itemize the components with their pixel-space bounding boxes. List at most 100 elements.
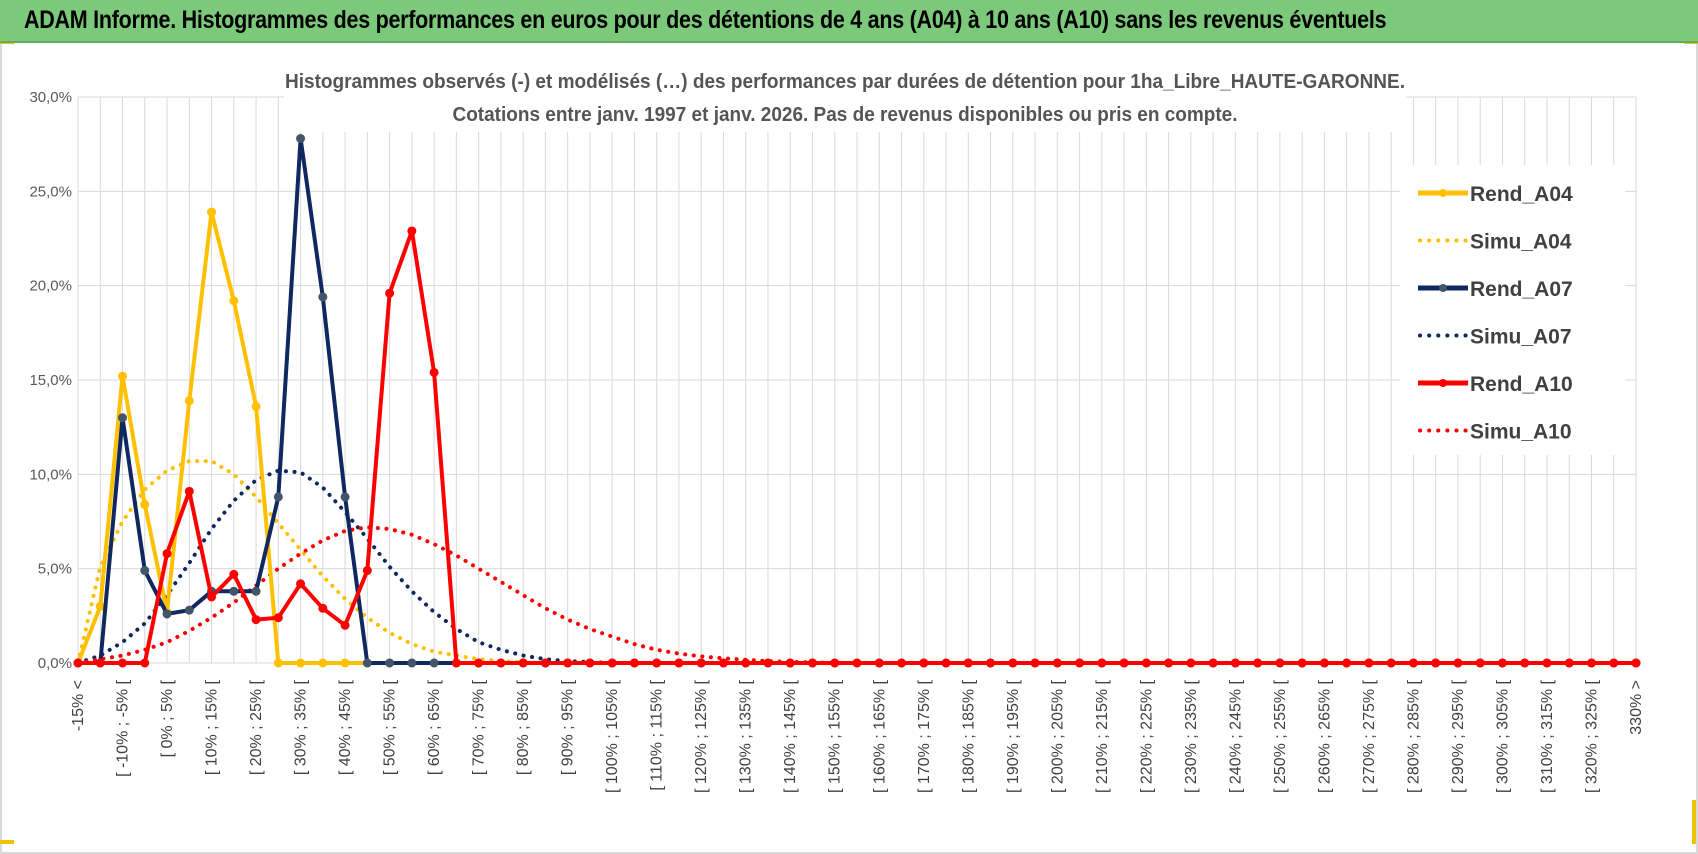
y-axis: 0,0% 5,0% 10,0% 15,0% 20,0% 25,0% 30,0% <box>29 89 72 672</box>
legend-marker <box>1439 379 1447 387</box>
data-point-rend_a10 <box>852 658 862 668</box>
data-point-rend_a07 <box>162 609 172 619</box>
data-point-rend_a10 <box>1164 658 1174 668</box>
data-point-rend_a10 <box>1609 658 1619 668</box>
data-point-rend_a04 <box>140 500 150 510</box>
data-point-rend_a10 <box>652 658 662 668</box>
data-point-rend_a07 <box>318 292 328 302</box>
x-tick-label: [ 20% ; 25% [ <box>248 679 265 775</box>
data-point-rend_a04 <box>95 601 105 611</box>
data-point-rend_a10 <box>1364 658 1374 668</box>
data-point-rend_a07 <box>407 658 417 668</box>
y-tick-label: 0,0% <box>38 655 72 672</box>
data-point-rend_a07 <box>251 586 261 596</box>
x-tick-label: [ 170% ; 175% [ <box>916 679 933 793</box>
x-tick-label: [ 270% ; 275% [ <box>1361 679 1378 793</box>
series-layer <box>73 134 1641 668</box>
legend-label: Simu_A10 <box>1470 421 1572 444</box>
data-point-rend_a10 <box>897 658 907 668</box>
legend-label: Rend_A07 <box>1470 278 1573 301</box>
x-tick-label: [ 30% ; 35% [ <box>293 679 310 775</box>
x-tick-label: [ 130% ; 135% [ <box>738 679 755 793</box>
x-tick-label: [ 320% ; 325% [ <box>1583 679 1600 793</box>
x-tick-label: [ 240% ; 245% [ <box>1227 679 1244 793</box>
data-point-rend_a10 <box>696 658 706 668</box>
data-point-rend_a10 <box>296 579 306 589</box>
data-point-rend_a10 <box>95 658 105 668</box>
legend-item-simu_a04: Simu_A04 <box>1418 231 1572 254</box>
data-point-rend_a10 <box>1075 658 1085 668</box>
x-tick-label: [ 50% ; 55% [ <box>382 679 399 775</box>
data-point-rend_a04 <box>296 658 306 668</box>
legend-item-simu_a07: Simu_A07 <box>1418 326 1572 349</box>
data-point-rend_a10 <box>585 658 595 668</box>
x-tick-label: [ 10% ; 15% [ <box>204 679 221 775</box>
data-point-rend_a10 <box>184 486 194 496</box>
y-tick-label: 15,0% <box>29 372 72 389</box>
x-tick-label: [ 200% ; 205% [ <box>1049 679 1066 793</box>
x-tick-label: [ 90% ; 95% [ <box>560 679 577 775</box>
legend-label: Simu_A04 <box>1470 231 1572 254</box>
data-point-rend_a10 <box>1386 658 1396 668</box>
legend-item-rend_a10: Rend_A10 <box>1418 373 1573 396</box>
x-tick-label: [ 100% ; 105% [ <box>604 679 621 793</box>
legend-label: Simu_A07 <box>1470 326 1572 349</box>
x-tick-label: [ 150% ; 155% [ <box>827 679 844 793</box>
data-point-rend_a10 <box>1297 658 1307 668</box>
data-point-rend_a10 <box>1230 658 1240 668</box>
data-point-rend_a10 <box>1586 658 1596 668</box>
y-tick-label: 10,0% <box>29 466 72 483</box>
y-tick-label: 25,0% <box>29 183 72 200</box>
x-tick-label: [ 140% ; 145% [ <box>782 679 799 793</box>
data-point-rend_a10 <box>1052 658 1062 668</box>
x-tick-label: [ 310% ; 315% [ <box>1539 679 1556 793</box>
x-tick-label: [ 230% ; 235% [ <box>1183 679 1200 793</box>
data-point-rend_a10 <box>1275 658 1285 668</box>
data-point-rend_a10 <box>1431 658 1441 668</box>
data-point-rend_a10 <box>118 658 128 668</box>
data-point-rend_a04 <box>229 296 239 306</box>
data-point-rend_a10 <box>785 658 795 668</box>
corner-mark-bottom-left <box>0 840 14 844</box>
data-point-rend_a07 <box>273 492 283 502</box>
y-tick-label: 20,0% <box>29 278 72 295</box>
data-point-rend_a10 <box>563 658 573 668</box>
data-point-rend_a07 <box>385 658 395 668</box>
x-axis: -15% < [ -10% ; -5% [[ 0% ; 5% [[ 10% ; 1… <box>70 679 1645 793</box>
data-point-rend_a10 <box>451 658 461 668</box>
data-point-rend_a10 <box>919 658 929 668</box>
data-point-rend_a07 <box>296 134 306 144</box>
data-point-rend_a07 <box>429 658 439 668</box>
legend-label: Rend_A04 <box>1470 183 1573 206</box>
chart-title-block: Histogrammes observés (-) et modélisés (… <box>284 64 1406 132</box>
data-point-rend_a10 <box>629 658 639 668</box>
data-point-rend_a10 <box>674 658 684 668</box>
x-tick-label: [ 250% ; 255% [ <box>1272 679 1289 793</box>
data-point-rend_a04 <box>207 207 217 217</box>
x-tick-label: [ 280% ; 285% [ <box>1405 679 1422 793</box>
x-tick-label: [ 80% ; 85% [ <box>515 679 532 775</box>
data-point-rend_a07 <box>140 566 150 576</box>
x-tick-label: [ 180% ; 185% [ <box>960 679 977 793</box>
legend-label: Rend_A10 <box>1470 373 1573 396</box>
series-rend_a10 <box>73 226 1641 668</box>
data-point-rend_a10 <box>741 658 751 668</box>
data-point-rend_a10 <box>874 658 884 668</box>
chart-title-background <box>284 64 1406 132</box>
x-tick-label: [ 160% ; 165% [ <box>871 679 888 793</box>
data-point-rend_a04 <box>273 658 283 668</box>
data-point-rend_a10 <box>162 549 172 559</box>
data-point-rend_a10 <box>763 658 773 668</box>
x-tick-label: [ 260% ; 265% [ <box>1316 679 1333 793</box>
data-point-rend_a10 <box>607 658 617 668</box>
data-point-rend_a10 <box>830 658 840 668</box>
data-point-rend_a04 <box>118 371 128 381</box>
legend-item-rend_a07: Rend_A07 <box>1418 278 1573 301</box>
legend-background <box>1400 165 1625 455</box>
data-point-rend_a10 <box>273 613 283 623</box>
data-point-rend_a10 <box>1186 658 1196 668</box>
data-point-rend_a10 <box>251 615 261 625</box>
report-title: ADAM Informe. Histogrammes des performan… <box>24 6 1387 34</box>
data-point-rend_a10 <box>1453 658 1463 668</box>
